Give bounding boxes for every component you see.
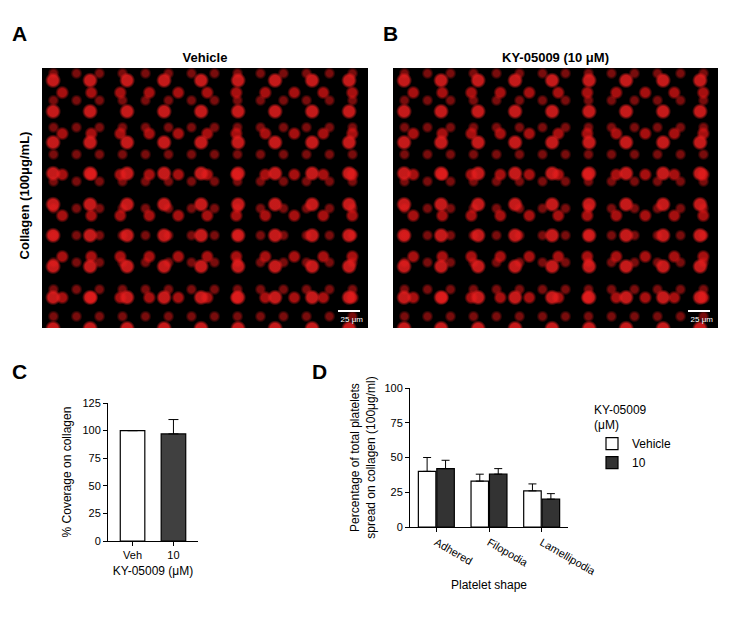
html-text:25 μm: 25 μm	[690, 315, 713, 324]
svg-text:50: 50	[89, 480, 101, 492]
svg-text:10: 10	[167, 549, 179, 561]
html-text:Vehicle: Vehicle	[182, 50, 228, 65]
svg-text:75: 75	[391, 417, 403, 429]
svg-text:Percentage of total plateletss: Percentage of total plateletsspread on c…	[348, 376, 378, 538]
svg-text:0: 0	[95, 535, 101, 547]
html-text:C: C	[12, 360, 28, 383]
svg-text:100: 100	[82, 424, 100, 436]
svg-text:0: 0	[397, 521, 403, 533]
html-text:D: D	[312, 360, 328, 383]
svg-text:25: 25	[391, 486, 403, 498]
svg-text:125: 125	[82, 397, 100, 409]
svg-text:% Coverage on collagen: % Coverage on collagen	[60, 407, 74, 538]
svg-text:Veh: Veh	[123, 549, 142, 561]
svg-text:Vehicle: Vehicle	[632, 437, 671, 451]
html-text:KY-05009 (10 μM): KY-05009 (10 μM)	[502, 50, 609, 65]
svg-text:Filopodia: Filopodia	[485, 536, 530, 569]
svg-text:25: 25	[89, 507, 101, 519]
svg-text:KY-05009 (μM): KY-05009 (μM)	[113, 564, 194, 578]
html-text:25 μm: 25 μm	[340, 315, 363, 324]
svg-text:10: 10	[632, 456, 646, 470]
svg-text:75: 75	[89, 452, 101, 464]
svg-text:Adhered: Adhered	[433, 536, 475, 567]
html-text:B: B	[383, 22, 399, 45]
svg-text:50: 50	[391, 451, 403, 463]
svg-text:100: 100	[384, 382, 402, 394]
html-text:A: A	[12, 22, 28, 45]
html-text:Collagen (100μg/mL): Collagen (100μg/mL)	[16, 131, 32, 260]
svg-text:Platelet shape: Platelet shape	[451, 578, 527, 592]
svg-text:Lamellipodia: Lamellipodia	[538, 536, 598, 578]
svg-text:KY-05009(μM): KY-05009(μM)	[594, 403, 647, 433]
